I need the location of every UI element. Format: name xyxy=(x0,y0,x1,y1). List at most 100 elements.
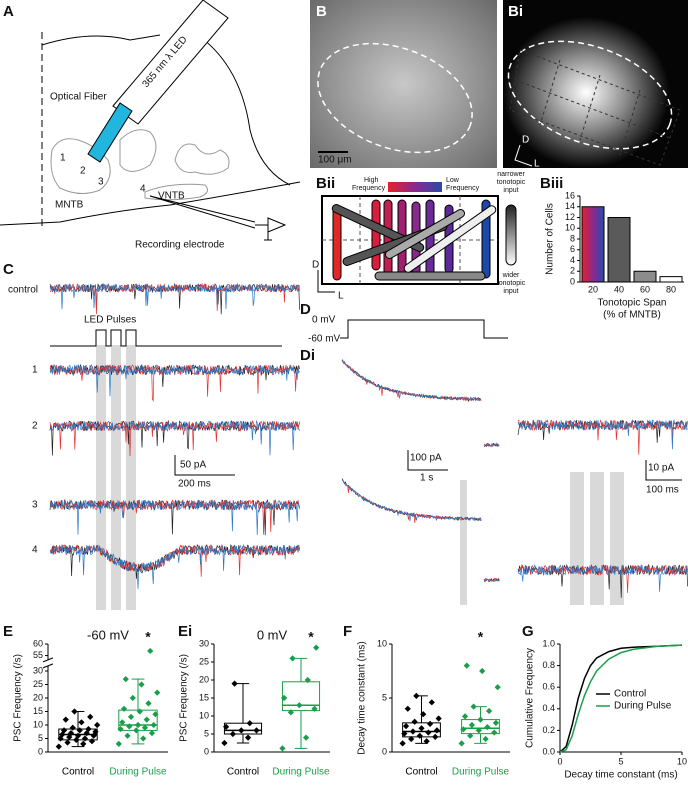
data-point xyxy=(87,713,94,721)
y-axis-label: PSC Frequency (/s) xyxy=(13,654,24,742)
data-point xyxy=(470,703,477,710)
data-point xyxy=(80,740,87,748)
y-tick-label: 10 xyxy=(377,638,387,648)
y-tick-label: 60 xyxy=(33,638,43,648)
trace xyxy=(49,282,300,315)
line xyxy=(559,644,683,753)
pulse-shading xyxy=(460,480,467,605)
data-point xyxy=(413,692,420,699)
y-tick-label: 2 xyxy=(570,266,575,276)
trace-label: 3 xyxy=(32,500,38,511)
vntb-label: VNTB xyxy=(158,191,185,202)
y-tick-label: 16 xyxy=(565,190,575,200)
bar xyxy=(659,276,683,283)
y-tick-label: 30 xyxy=(199,638,209,648)
trace xyxy=(49,499,300,535)
panel-label: F xyxy=(343,623,352,640)
data-point xyxy=(494,684,501,691)
x-tick-label: Control xyxy=(227,767,259,778)
y-tick-label: 10 xyxy=(565,223,575,233)
x-tick-label: 60 xyxy=(640,284,650,294)
data-point xyxy=(458,740,465,747)
data-point xyxy=(401,730,408,737)
traces xyxy=(49,282,688,598)
y-tick-label: 15 xyxy=(33,706,43,716)
voltage-label: -60 mV xyxy=(308,334,341,345)
data-point xyxy=(140,735,147,742)
panel-label: C xyxy=(3,261,14,278)
trace xyxy=(49,419,300,456)
x-tick-label: During Pulse xyxy=(452,767,510,778)
y-axis-label: PSC Frequency (/s) xyxy=(179,654,190,742)
data-point xyxy=(71,708,78,715)
y-tick-label: 10 xyxy=(199,710,209,720)
axes-icon xyxy=(514,144,533,167)
y-tick-label: 0.0 xyxy=(542,746,555,756)
cell-label: 3 xyxy=(98,177,104,188)
trace xyxy=(341,479,482,522)
y-tick-label: 0.6 xyxy=(542,682,555,692)
y-tick-label: 8 xyxy=(570,233,575,243)
data-point xyxy=(64,739,71,746)
bar xyxy=(633,270,657,283)
scale-label: 100 ms xyxy=(646,485,679,496)
bii-text: input xyxy=(503,187,518,194)
bii-text: tonotopic xyxy=(497,179,526,186)
y-tick-label: 55 xyxy=(33,650,43,660)
trace xyxy=(49,282,300,310)
legend-label: During Pulse xyxy=(614,701,672,712)
panel-label: Bi xyxy=(508,3,523,20)
voltage-protocol xyxy=(340,319,508,339)
trace xyxy=(483,577,500,583)
trace xyxy=(49,363,300,397)
y-tick-label: 5 xyxy=(38,733,43,743)
y-axis-label: Cumulative Frequency xyxy=(525,648,536,748)
y-tick-label: 20 xyxy=(199,674,209,684)
significance: * xyxy=(145,629,151,645)
trace xyxy=(483,577,500,582)
grid-overlay xyxy=(509,49,681,166)
cell-label: 2 xyxy=(80,166,86,177)
x-tick-label: 80 xyxy=(666,284,676,294)
y-tick-label: 5 xyxy=(382,692,387,702)
data-point xyxy=(479,667,486,675)
chart-title: 0 mV xyxy=(257,627,288,642)
y-tick-label: 0 xyxy=(382,746,387,756)
micrograph xyxy=(310,0,497,168)
data-point xyxy=(460,726,467,733)
scale-bar xyxy=(407,450,448,471)
nucleus-outline xyxy=(174,143,230,175)
data-point xyxy=(435,715,442,722)
data-point xyxy=(289,655,296,662)
data-point xyxy=(94,721,101,729)
legend-label: Control xyxy=(614,689,646,700)
bii-text: tonotopic xyxy=(497,280,526,287)
y-tick-label: 25 xyxy=(33,679,43,689)
fiber-label: Optical Fiber xyxy=(50,92,107,103)
data-point xyxy=(485,707,493,715)
data-point xyxy=(302,734,310,741)
bar xyxy=(581,206,605,283)
data-point xyxy=(426,720,434,728)
trace-label: 1 xyxy=(32,365,38,376)
data-point xyxy=(244,734,252,741)
voltage-label: 0 mV xyxy=(312,315,336,326)
y-tick-label: 5 xyxy=(204,728,209,738)
data-point xyxy=(461,713,469,720)
data-point xyxy=(115,740,122,748)
y-axis-label: Decay time constant (ms) xyxy=(357,641,368,754)
y-tick-label: 10 xyxy=(33,719,43,729)
line xyxy=(559,644,683,753)
x-tick-label: 10 xyxy=(677,756,687,766)
data-point xyxy=(221,739,228,747)
bii-text: input xyxy=(503,288,518,295)
x-tick-label: 40 xyxy=(614,284,624,294)
micrograph xyxy=(503,0,688,168)
scale-label: 10 pA xyxy=(648,463,674,474)
bii-text: Frequency xyxy=(446,185,480,192)
y-tick-label: 0.8 xyxy=(542,660,555,670)
y-tick-label: 30 xyxy=(33,665,43,675)
data-point xyxy=(154,689,161,696)
scale-bar xyxy=(645,460,682,481)
